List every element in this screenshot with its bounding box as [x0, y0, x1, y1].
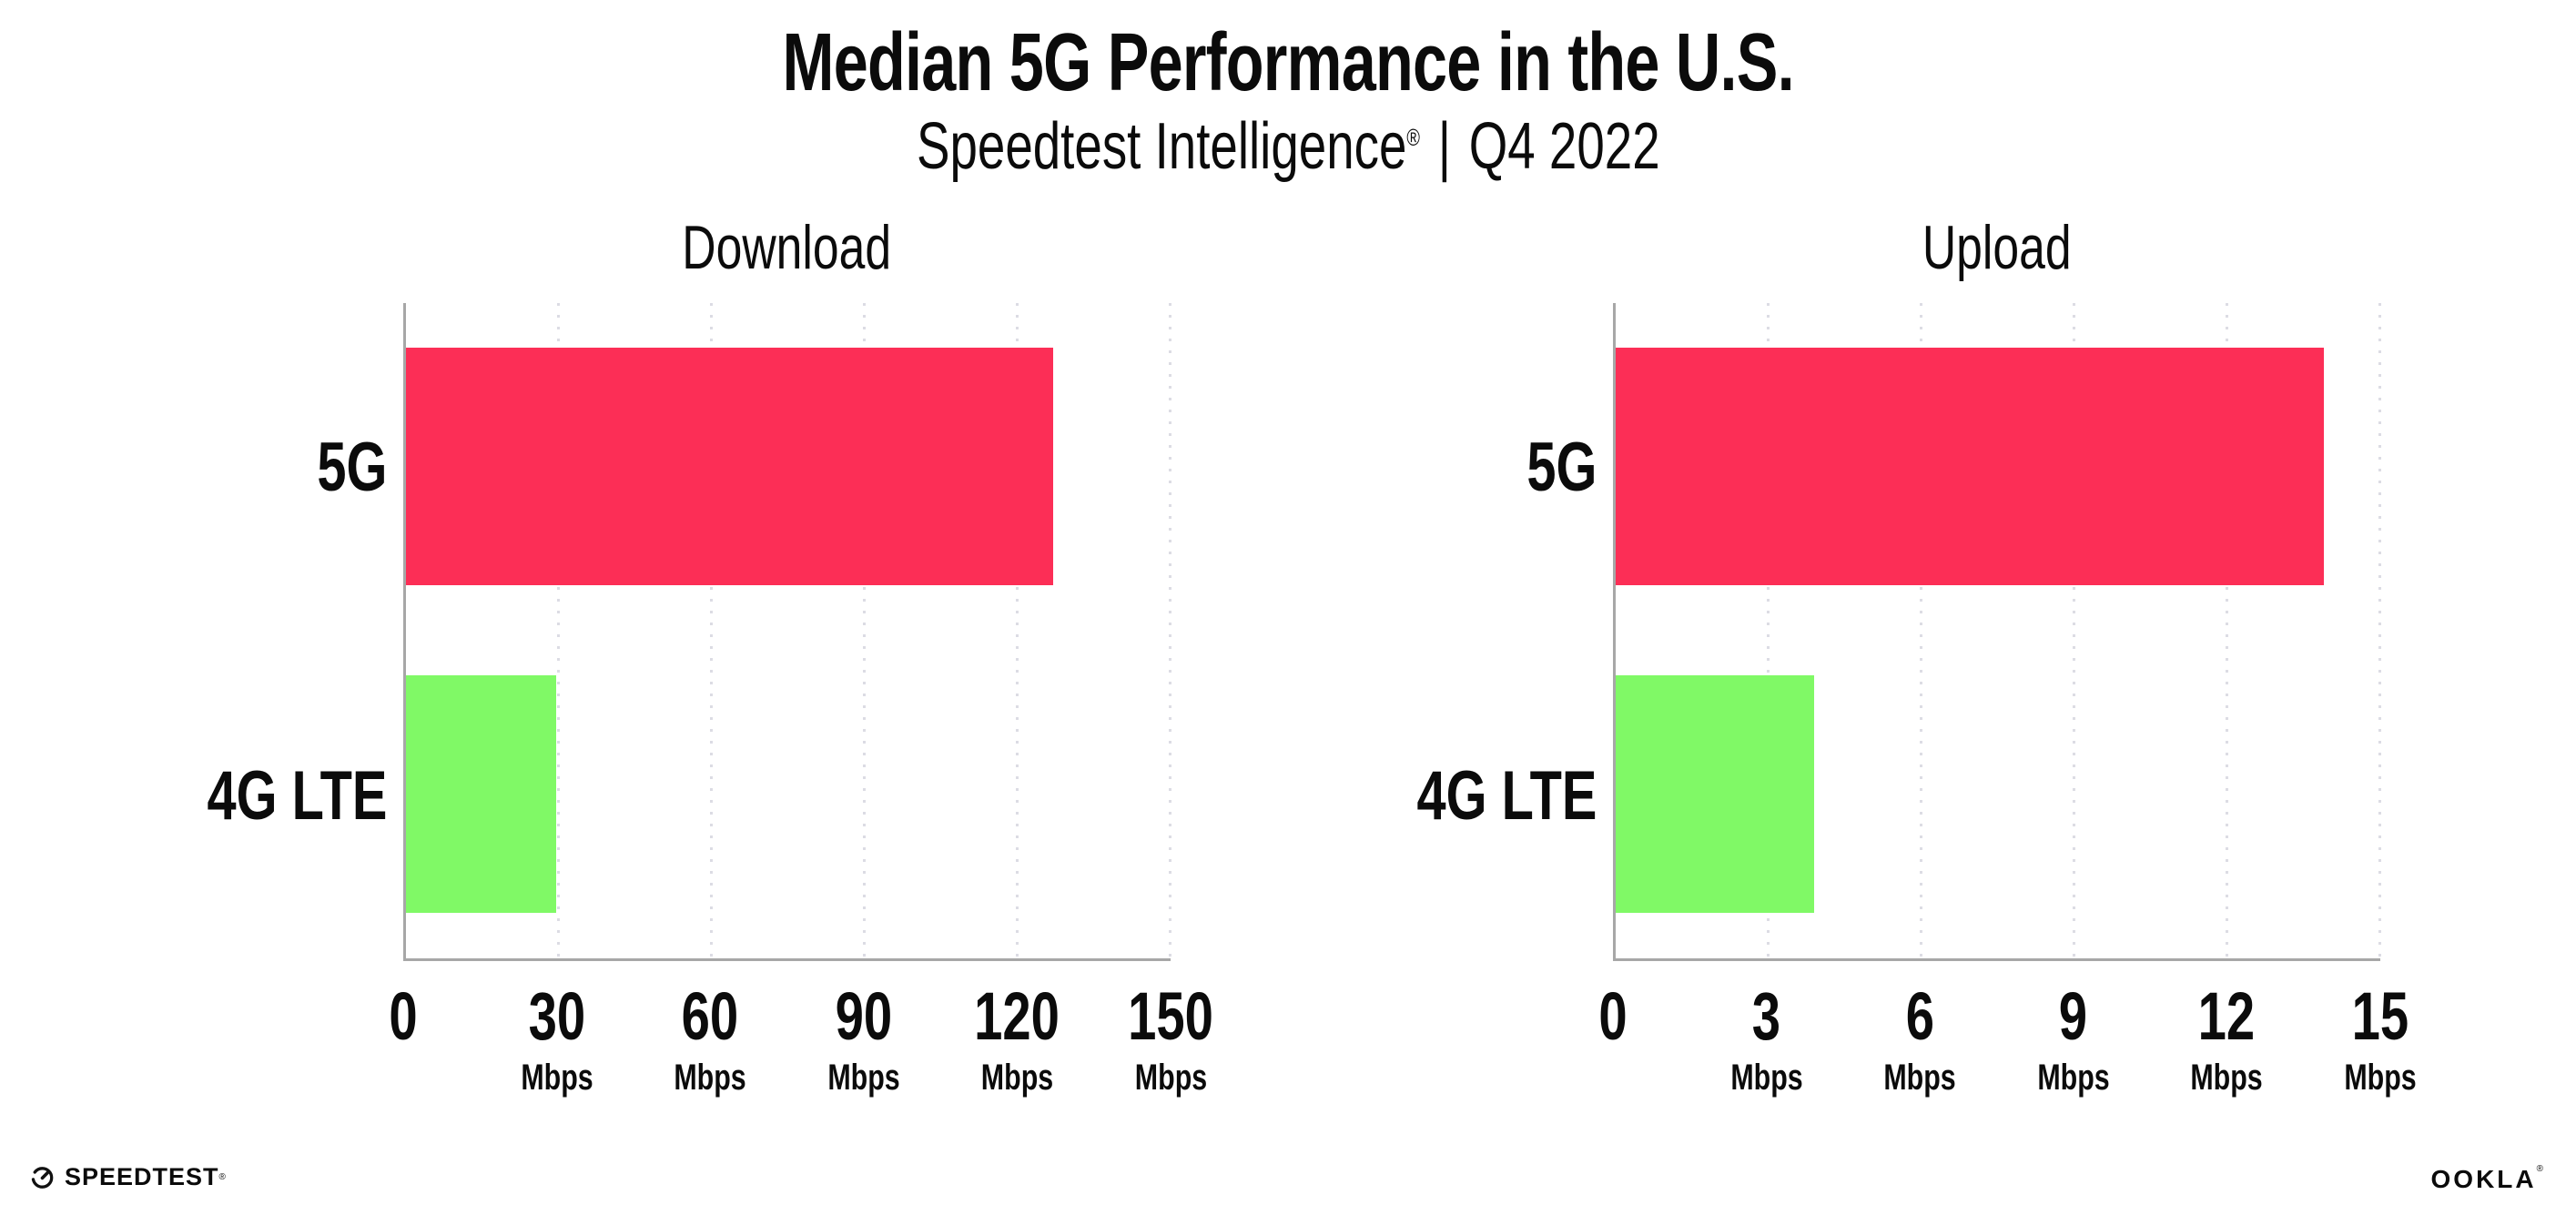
- download-category-axis: 5G 4G LTE: [207, 303, 403, 961]
- tick-label-9: 9 Mbps: [2026, 977, 2121, 1098]
- download-category-label-4g-lte: 4G LTE: [207, 757, 387, 835]
- tick-value: 30: [528, 977, 585, 1054]
- download-chart-title: Download: [682, 212, 892, 282]
- tick-unit: Mbps: [980, 1057, 1054, 1098]
- ookla-logo: OOKLA®: [2431, 1165, 2543, 1194]
- gridline-9-mbps: [2073, 302, 2075, 958]
- tick-label-15: 15 Mbps: [2333, 977, 2428, 1098]
- tick-unit: Mbps: [1883, 1057, 1956, 1098]
- tick-value: 60: [681, 977, 739, 1054]
- tick-unit: Mbps: [2190, 1057, 2264, 1098]
- gridline-90-mbps: [863, 302, 866, 958]
- tick-unit: Mbps: [2037, 1057, 2110, 1098]
- tick-value: 150: [1128, 977, 1213, 1054]
- upload-category-label-4g-lte: 4G LTE: [1416, 757, 1597, 835]
- download-x-axis-labels: 0 30 Mbps 60 Mbps 90 Mbps 120 Mbps 150 Mbps: [389, 961, 1213, 1098]
- tick-label-150: 150 Mbps: [1114, 977, 1226, 1098]
- speedtest-registered-mark: ®: [218, 1171, 226, 1182]
- charts-row: Download 5G 4G LTE 0 30 Mbps 60 Mbps 90 Mbps 120…: [0, 212, 2576, 1098]
- header: Median 5G Performance in the U.S. Speedt…: [0, 18, 2576, 183]
- tick-label-0: 0: [1594, 977, 1631, 1054]
- speedtest-gauge-icon: [31, 1167, 54, 1189]
- gridline-15-mbps: [2378, 302, 2381, 958]
- tick-value: 0: [389, 977, 418, 1054]
- chart-subtitle: Speedtest Intelligence® | Q4 2022: [0, 110, 2576, 183]
- upload-category-label-5g: 5G: [1526, 428, 1597, 506]
- tick-unit: Mbps: [2344, 1057, 2417, 1098]
- tick-unit: Mbps: [1729, 1057, 1803, 1098]
- upload-plot-area: [1613, 302, 2381, 961]
- upload-x-axis-labels: 0 3 Mbps 6 Mbps 9 Mbps 12 Mbps 15 Mbps: [1598, 961, 2416, 1098]
- ookla-wordmark: OOKLA: [2430, 1165, 2537, 1193]
- gridline-150-mbps: [1169, 302, 1171, 958]
- speedtest-wordmark: SPEEDTEST: [65, 1163, 219, 1190]
- subtitle-brand: Speedtest Intelligence: [916, 110, 1407, 183]
- gridline-6-mbps: [1920, 302, 1922, 958]
- tick-label-120: 120 Mbps: [961, 977, 1073, 1098]
- download-bar-5g: [406, 347, 1054, 586]
- tick-label-30: 30 Mbps: [509, 977, 603, 1098]
- speedtest-logo: SPEEDTEST ®: [30, 1163, 226, 1191]
- tick-label-60: 60 Mbps: [663, 977, 757, 1098]
- tick-label-6: 6 Mbps: [1872, 977, 1967, 1098]
- tick-value: 12: [2198, 977, 2256, 1054]
- subtitle-separator: |: [1437, 110, 1451, 183]
- gridline-12-mbps: [2226, 302, 2228, 958]
- tick-value: 15: [2351, 977, 2409, 1054]
- subtitle-period: Q4 2022: [1468, 110, 1660, 183]
- gridline-30-mbps: [557, 302, 560, 958]
- tick-label-3: 3 Mbps: [1719, 977, 1813, 1098]
- tick-value: 3: [1751, 977, 1781, 1054]
- gridline-3-mbps: [1767, 302, 1770, 958]
- tick-label-12: 12 Mbps: [2179, 977, 2274, 1098]
- gridline-60-mbps: [710, 302, 713, 958]
- tick-label-90: 90 Mbps: [816, 977, 911, 1098]
- ookla-registered-mark: ®: [2536, 1164, 2543, 1174]
- upload-chart: Upload 5G 4G LTE 0 3 Mbps 6 Mbps 9 Mbps 12 Mbps 15…: [1416, 212, 2417, 1098]
- download-plot-area: [403, 302, 1171, 961]
- download-chart: Download 5G 4G LTE 0 30 Mbps 60 Mbps 90 Mbps 120…: [207, 212, 1213, 1098]
- tick-value: 9: [2059, 977, 2088, 1054]
- tick-value: 120: [974, 977, 1060, 1054]
- chart-main-title: Median 5G Performance in the U.S.: [782, 17, 1794, 108]
- tick-value: 0: [1598, 977, 1628, 1054]
- download-category-label-5g: 5G: [316, 428, 387, 506]
- tick-unit: Mbps: [827, 1057, 900, 1098]
- tick-label-0: 0: [384, 977, 421, 1054]
- upload-bar-4g-lte: [1616, 674, 1815, 914]
- upload-chart-title: Upload: [1922, 212, 2072, 282]
- tick-value: 6: [1905, 977, 1934, 1054]
- upload-category-axis: 5G 4G LTE: [1416, 303, 1613, 961]
- gridline-120-mbps: [1016, 302, 1019, 958]
- tick-unit: Mbps: [520, 1057, 593, 1098]
- tick-unit: Mbps: [1134, 1057, 1207, 1098]
- download-bar-4g-lte: [406, 674, 557, 914]
- upload-bar-5g: [1616, 347, 2325, 586]
- tick-value: 90: [835, 977, 893, 1054]
- registered-trademark-mark: ®: [1406, 124, 1420, 151]
- tick-unit: Mbps: [674, 1057, 746, 1098]
